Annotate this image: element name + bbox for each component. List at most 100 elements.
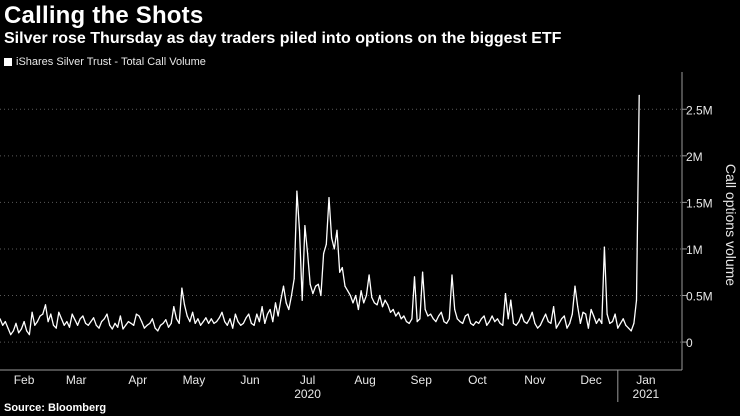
- data-point: [50, 313, 52, 315]
- data-point: [68, 326, 71, 328]
- data-point: [430, 313, 432, 315]
- data-point: [336, 229, 338, 231]
- data-point: [28, 334, 30, 336]
- data-point: [577, 306, 579, 308]
- data-point: [232, 327, 234, 329]
- data-point: [127, 321, 129, 323]
- data-point: [389, 311, 392, 313]
- data-point: [261, 306, 263, 308]
- data-point: [531, 311, 533, 313]
- data-point: [502, 324, 504, 326]
- data-point: [34, 324, 36, 326]
- x-tick-label: Mar: [66, 373, 87, 387]
- data-point: [333, 248, 335, 250]
- data-point: [117, 326, 119, 328]
- data-point: [141, 321, 143, 323]
- data-point: [165, 319, 167, 321]
- data-point: [413, 276, 416, 278]
- data-point: [285, 302, 287, 304]
- data-point: [218, 317, 220, 319]
- data-point: [200, 324, 202, 326]
- data-point: [518, 321, 520, 323]
- data-point: [491, 315, 493, 317]
- data-point: [224, 321, 226, 323]
- data-point: [585, 313, 587, 315]
- data-point: [20, 328, 22, 330]
- data-point: [352, 302, 354, 304]
- x-tick-label: Feb: [14, 373, 35, 387]
- data-point: [315, 285, 317, 287]
- data-point: [280, 299, 282, 301]
- x-year-label: 2021: [633, 387, 660, 401]
- source-note: Source: Bloomberg: [4, 402, 107, 414]
- data-point: [74, 319, 76, 321]
- data-point: [189, 321, 191, 323]
- data-point: [553, 306, 555, 308]
- data-point: [355, 294, 357, 297]
- data-point: [638, 94, 640, 96]
- data-point: [307, 253, 309, 255]
- data-point: [454, 308, 456, 311]
- data-point: [7, 327, 9, 329]
- data-point: [248, 313, 250, 315]
- data-point: [205, 317, 207, 319]
- data-point: [98, 327, 100, 329]
- data-point: [237, 321, 239, 323]
- data-point: [440, 311, 442, 313]
- data-point: [598, 318, 600, 320]
- data-point: [419, 318, 421, 320]
- data-point: [448, 318, 450, 320]
- data-point: [563, 315, 565, 317]
- data-point: [221, 311, 223, 313]
- data-point: [52, 324, 55, 326]
- data-point: [317, 283, 319, 285]
- data-point: [170, 322, 172, 324]
- data-point: [312, 293, 314, 295]
- data-point: [151, 318, 153, 320]
- data-point: [504, 293, 507, 295]
- data-point: [462, 322, 464, 324]
- data-point: [103, 318, 105, 320]
- data-point: [274, 302, 277, 304]
- data-point: [44, 304, 47, 306]
- data-point: [328, 197, 330, 199]
- data-point: [347, 290, 349, 292]
- data-point: [159, 324, 162, 326]
- data-point: [443, 321, 445, 323]
- data-point: [290, 294, 293, 297]
- data-point: [106, 313, 108, 315]
- y-tick-label: 2.5M: [686, 103, 713, 117]
- data-point: [31, 311, 33, 313]
- data-point: [601, 322, 603, 324]
- data-point: [111, 328, 113, 330]
- data-point: [488, 321, 490, 323]
- data-point: [360, 290, 362, 292]
- data-point: [496, 318, 499, 320]
- data-point: [309, 283, 311, 285]
- data-point: [475, 321, 477, 323]
- data-point: [486, 324, 488, 326]
- data-point: [379, 294, 381, 297]
- series-line: [0, 95, 640, 336]
- data-point: [344, 285, 346, 287]
- data-point: [296, 190, 298, 192]
- data-point: [537, 327, 539, 329]
- data-point: [515, 324, 517, 326]
- data-point: [157, 330, 159, 332]
- data-point: [95, 324, 97, 326]
- data-point: [512, 322, 515, 324]
- data-point: [229, 318, 231, 320]
- data-point: [561, 318, 563, 320]
- data-point: [526, 322, 528, 324]
- data-point: [339, 271, 341, 273]
- data-point: [384, 299, 386, 301]
- data-point: [400, 318, 402, 320]
- data-point: [272, 321, 274, 323]
- data-point: [109, 324, 111, 326]
- data-point: [269, 308, 271, 311]
- data-point: [609, 322, 611, 324]
- data-point: [162, 322, 164, 324]
- chart-title: Calling the Shots: [4, 2, 204, 29]
- data-point: [520, 313, 523, 315]
